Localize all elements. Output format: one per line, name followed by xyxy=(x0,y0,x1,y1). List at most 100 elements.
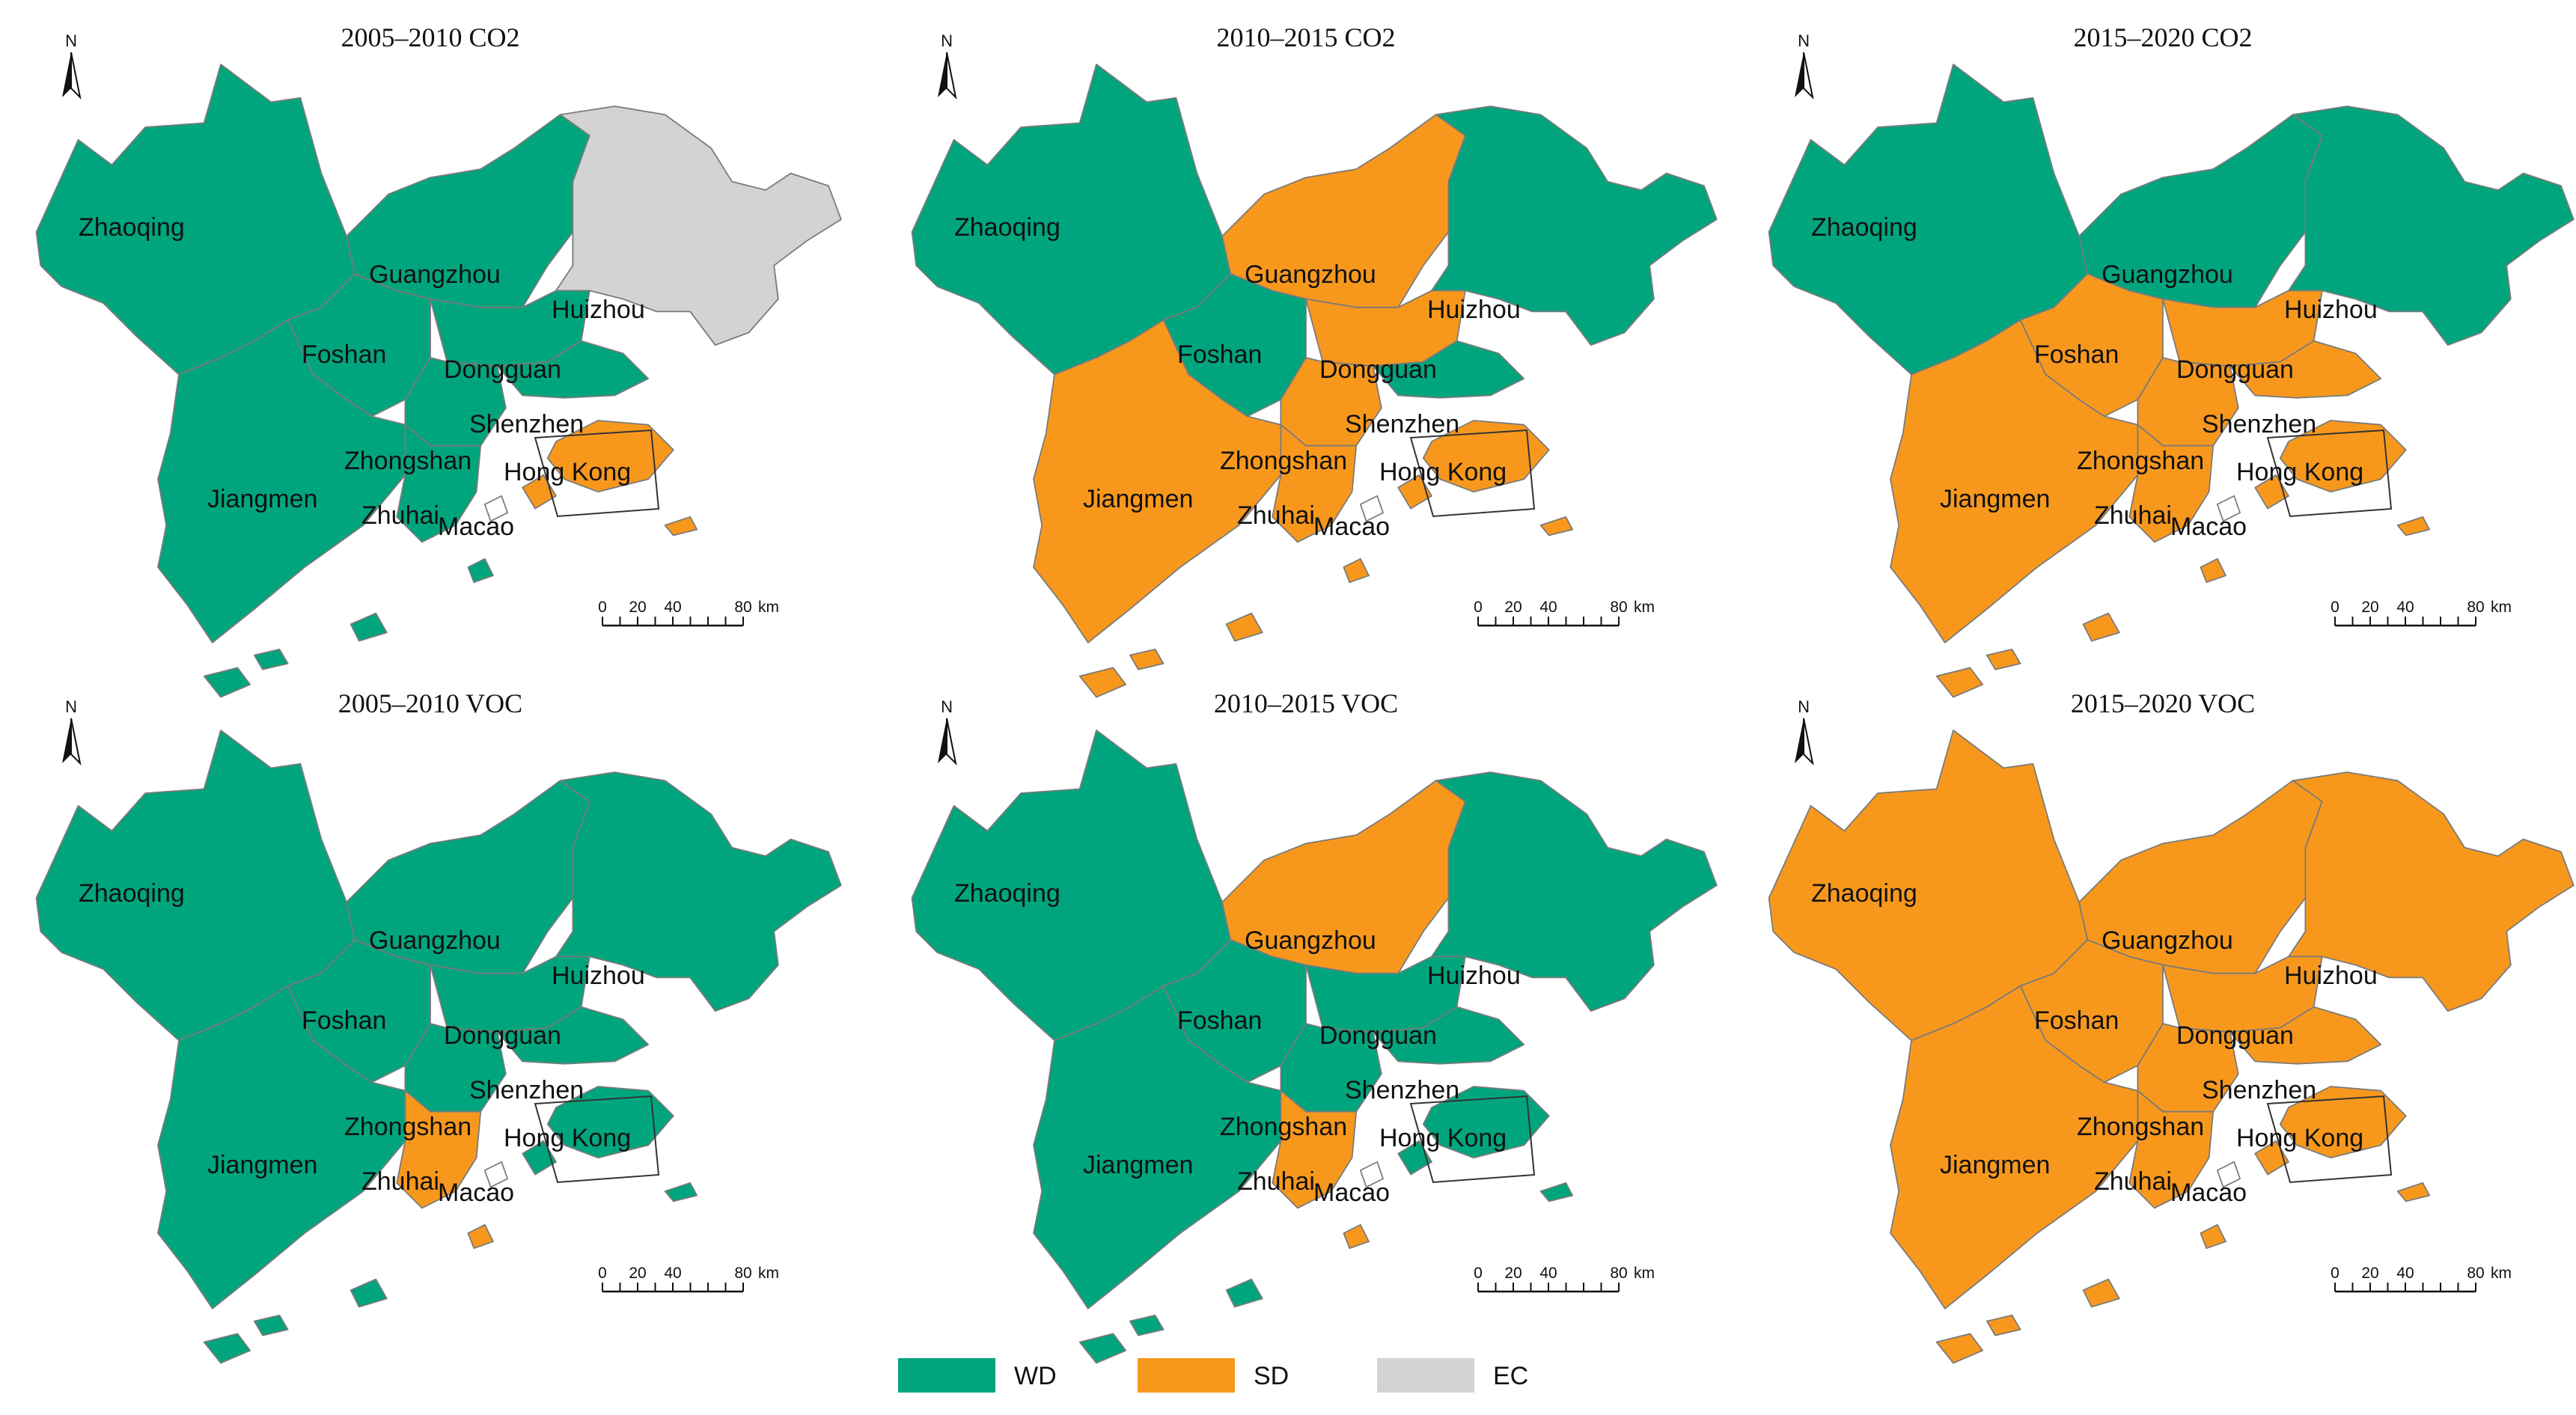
region-jiangmen xyxy=(350,1278,388,1308)
city-label-zhongshan: Zhongshan xyxy=(2077,447,2204,475)
city-label-foshan: Foshan xyxy=(302,1006,386,1035)
city-label-shenzhen: Shenzhen xyxy=(469,410,584,438)
city-label-shenzhen: Shenzhen xyxy=(1345,1076,1459,1104)
city-label-zhongshan: Zhongshan xyxy=(344,1113,471,1141)
scale-bar: 0 20 40 80 km xyxy=(2331,599,2512,627)
region-jiangmen xyxy=(1935,1333,1984,1364)
legend-swatch xyxy=(1377,1358,1474,1393)
city-label-guangzhou: Guangzhou xyxy=(2102,926,2233,955)
map-panel-3: 2015–2020 CO2 N Zhaoqing Guangzhou Huizhou Fo… xyxy=(1768,22,2575,698)
region-shenzhen xyxy=(1372,340,1525,399)
legend-item-wd: WD xyxy=(898,1358,1057,1393)
city-label-dongguan: Dongguan xyxy=(2176,355,2294,384)
city-label-zhuhai: Zhuhai xyxy=(361,501,439,530)
region-huizhou xyxy=(555,106,842,346)
scale-tick-label: 40 xyxy=(2396,1265,2414,1282)
city-label-macao: Macao xyxy=(438,513,514,541)
north-arrow-icon: N xyxy=(1795,697,1814,766)
map-panel-6: 2015–2020 VOC N Zhaoqing Guangzhou Huizhou Fo… xyxy=(1768,688,2575,1364)
city-label-foshan: Foshan xyxy=(1177,1006,1262,1035)
scale-tick-label: 80 xyxy=(2467,599,2484,616)
region-huizhou xyxy=(555,771,842,1012)
map-panel-1: 2005–2010 CO2 N Zhaoqing Guangzhou Huizhou Fo… xyxy=(35,22,842,698)
north-arrow-left xyxy=(62,718,71,763)
region-zhuhai xyxy=(2128,1089,2215,1209)
region-huizhou xyxy=(1431,771,1718,1012)
region-hongkong xyxy=(1422,1086,1550,1159)
legend-swatch xyxy=(1138,1358,1235,1393)
panel-title: 2005–2010 VOC xyxy=(338,688,522,718)
region-shenzhen xyxy=(2229,340,2382,399)
city-label-hongkong: Hong Kong xyxy=(2236,458,2363,486)
city-label-huizhou: Huizhou xyxy=(2284,296,2378,324)
city-label-dongguan: Dongguan xyxy=(444,355,561,384)
region-zhuhai xyxy=(2200,1223,2226,1250)
hongkong-boundary-box xyxy=(534,1095,660,1184)
scale-unit: km xyxy=(1634,1265,1655,1282)
legend-label: WD xyxy=(1014,1362,1057,1390)
region-zhuhai xyxy=(1272,424,1358,543)
region-zhuhai xyxy=(467,1223,494,1250)
region-zhuhai xyxy=(1343,557,1370,584)
scale-bar: 0 20 40 80 km xyxy=(1474,599,1655,627)
city-label-macao: Macao xyxy=(1313,513,1390,541)
city-label-shenzhen: Shenzhen xyxy=(469,1076,584,1104)
region-hongkong xyxy=(546,1086,674,1159)
region-hongkong xyxy=(2396,1182,2431,1202)
scale-bar: 0 20 40 80 km xyxy=(2331,1265,2512,1293)
north-arrow-right xyxy=(946,52,957,100)
north-arrow-right xyxy=(1803,718,1814,766)
north-arrow-left xyxy=(938,52,947,97)
city-label-jiangmen: Jiangmen xyxy=(1083,485,1193,513)
north-arrow-icon: N xyxy=(1795,31,1814,100)
city-label-zhuhai: Zhuhai xyxy=(2094,501,2172,530)
scale-tick-label: 40 xyxy=(1539,599,1557,616)
region-hongkong xyxy=(664,516,698,537)
city-label-huizhou: Huizhou xyxy=(1427,962,1521,990)
scale-tick-label: 20 xyxy=(629,1265,646,1282)
region-huizhou xyxy=(2288,106,2575,346)
north-arrow-right xyxy=(1803,52,1814,100)
scale-unit: km xyxy=(758,599,779,616)
scale-unit: km xyxy=(2491,599,2512,616)
region-hongkong xyxy=(1422,420,1550,493)
legend-item-ec: EC xyxy=(1377,1358,1528,1393)
city-label-hongkong: Hong Kong xyxy=(504,1124,631,1152)
city-label-hongkong: Hong Kong xyxy=(1379,458,1507,486)
city-label-macao: Macao xyxy=(2170,513,2247,541)
region-hongkong xyxy=(664,1182,698,1202)
north-arrow-left xyxy=(1795,718,1804,763)
region-macao xyxy=(1359,495,1385,522)
hongkong-boundary-box xyxy=(2266,1095,2393,1184)
city-label-zhuhai: Zhuhai xyxy=(1237,501,1315,530)
city-label-dongguan: Dongguan xyxy=(1319,1021,1437,1050)
region-map xyxy=(1768,730,2575,1364)
region-map xyxy=(35,730,842,1364)
scale-tick-label: 80 xyxy=(734,599,751,616)
scale-tick-label: 20 xyxy=(1504,1265,1522,1282)
region-zhuhai xyxy=(1343,1223,1370,1250)
region-shenzhen xyxy=(496,340,650,399)
legend-item-sd: SD xyxy=(1138,1358,1289,1393)
scale-tick-label: 80 xyxy=(2467,1265,2484,1282)
city-label-foshan: Foshan xyxy=(2034,340,2119,369)
region-hongkong xyxy=(1539,516,1574,537)
hongkong-boundary-box xyxy=(2266,429,2393,518)
north-label: N xyxy=(65,697,77,716)
north-arrow-right xyxy=(70,52,82,100)
city-label-foshan: Foshan xyxy=(1177,340,1262,369)
north-arrow-icon: N xyxy=(938,697,957,766)
legend: WD SD EC xyxy=(898,1358,1528,1393)
region-zhuhai xyxy=(2128,424,2215,543)
scale-unit: km xyxy=(758,1265,779,1282)
region-jiangmen xyxy=(253,1314,289,1336)
region-hongkong xyxy=(1539,1182,1574,1202)
region-shenzhen xyxy=(496,1006,650,1065)
map-panel-2: 2010–2015 CO2 N Zhaoqing Guangzhou Huizhou Fo… xyxy=(911,22,1718,698)
city-label-zhongshan: Zhongshan xyxy=(2077,1113,2204,1141)
scale-tick-label: 20 xyxy=(629,599,646,616)
scale-tick-label: 80 xyxy=(1610,1265,1627,1282)
city-label-shenzhen: Shenzhen xyxy=(2202,410,2316,438)
scale-tick-label: 0 xyxy=(598,599,607,616)
scale-tick-label: 0 xyxy=(1474,1265,1483,1282)
